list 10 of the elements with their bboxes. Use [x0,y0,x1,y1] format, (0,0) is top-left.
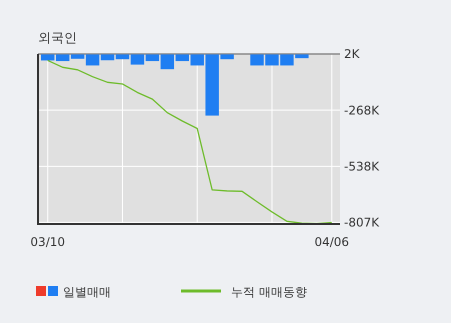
x-tick-label: 03/10 [30,235,66,249]
y-tick-label: 2K [344,47,361,62]
line-series [47,60,332,224]
x-tick-label: 04/06 [314,235,350,249]
y-tick-label: -268K [344,103,380,118]
y-tick-label: -538K [344,160,380,174]
y-tick-label: -807K [344,216,380,230]
legend-label: 누적 매매동향 [231,285,307,299]
chart-title: 외국인 [38,31,77,46]
legend-label: 일별매매 [63,285,111,299]
